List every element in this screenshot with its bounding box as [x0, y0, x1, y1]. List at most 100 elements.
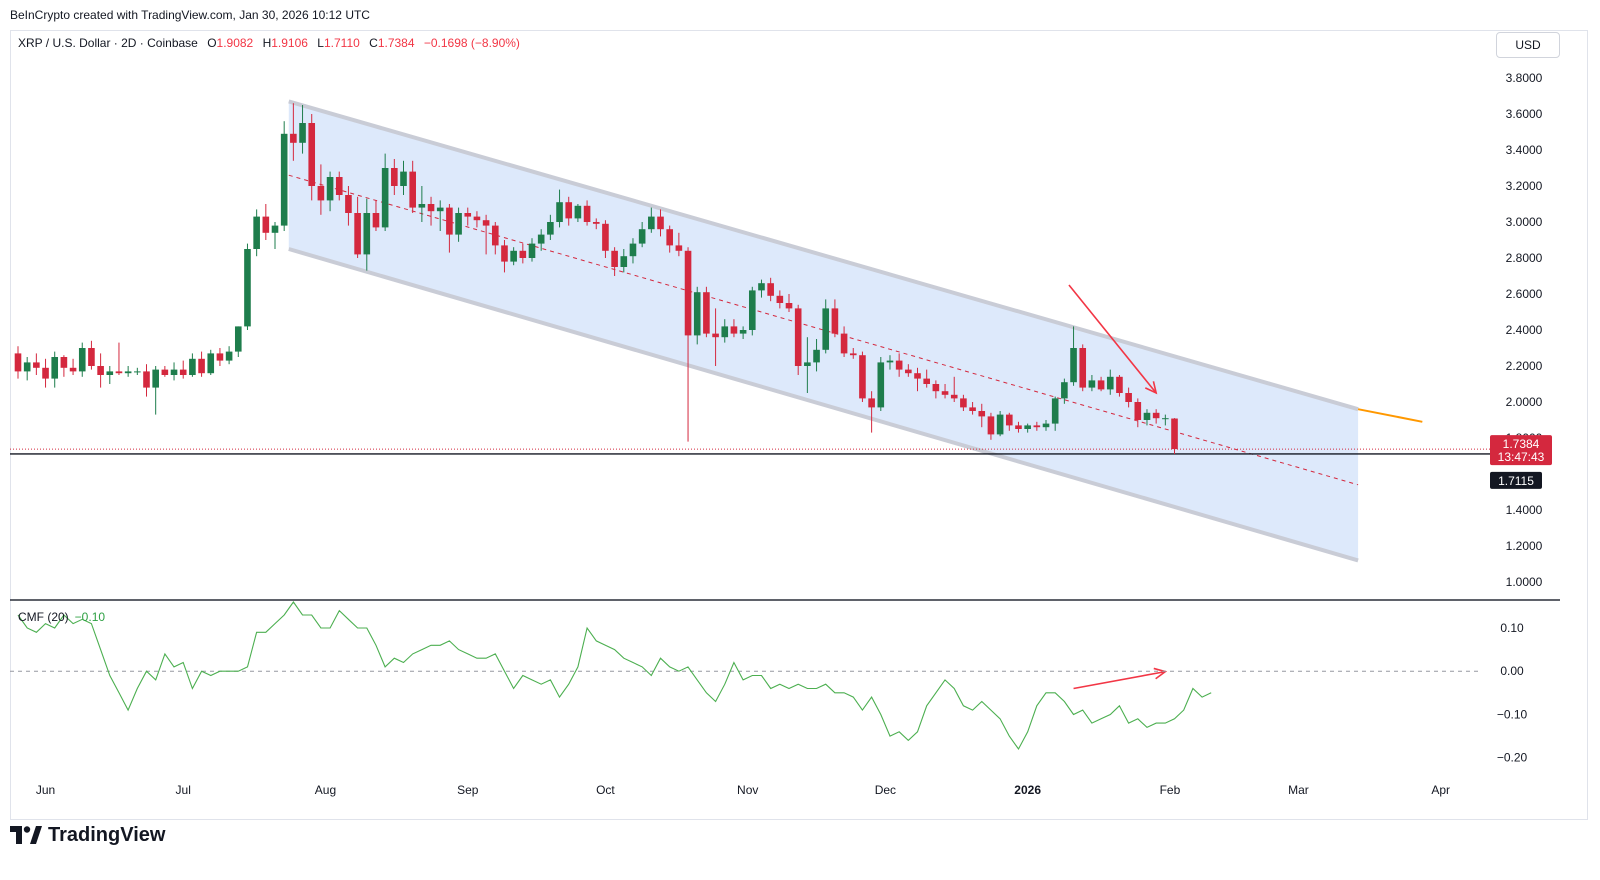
candle-body [97, 366, 104, 375]
candle-body [271, 225, 279, 233]
candle-body [712, 333, 719, 338]
candle-body [88, 348, 95, 366]
candle-body [914, 373, 921, 379]
support-price-label: 1.7115 [1498, 474, 1534, 488]
price-tick-label: 3.6000 [1506, 107, 1543, 121]
candle-body [905, 369, 912, 374]
candle-body [565, 202, 573, 219]
price-tick-label: 3.8000 [1506, 71, 1543, 85]
candle-body [106, 371, 114, 375]
price-tick-label: 2.0000 [1506, 395, 1543, 409]
candle-body [446, 207, 453, 235]
open-value: 1.9082 [216, 36, 254, 50]
candle-body [482, 220, 490, 226]
price-tick-label: 2.8000 [1506, 251, 1543, 265]
candle-body [1162, 418, 1169, 420]
close-value: 1.7384 [377, 36, 415, 50]
time-axis-label: Jun [36, 783, 55, 797]
candle-body [767, 283, 774, 296]
candle-body [776, 295, 784, 303]
candle-body [1042, 423, 1050, 428]
candle-body [1024, 425, 1031, 429]
cmf-tick-label: 0.10 [1500, 621, 1524, 635]
price-tick-label: 2.2000 [1506, 359, 1543, 373]
candle-body [464, 213, 472, 217]
candle-body [234, 326, 242, 352]
cmf-tick-label: −0.10 [1497, 707, 1528, 721]
candle-body [1125, 393, 1132, 402]
support-price-box [1490, 471, 1542, 489]
candle-body [638, 229, 646, 244]
candle-body [225, 351, 233, 361]
candle-body [455, 213, 462, 235]
candle-body [391, 168, 398, 186]
candle-body [290, 133, 297, 143]
candle-body [684, 250, 692, 336]
candle-body [730, 326, 738, 334]
current-price-box [1490, 435, 1552, 466]
symbol-legend: XRP / U.S. Dollar · 2D · Coinbase O1.908… [18, 36, 520, 50]
candle-body [216, 353, 224, 361]
candle-body [611, 250, 618, 267]
candle-body [1005, 414, 1013, 426]
candle-body [941, 391, 949, 395]
attribution-header: BeInCrypto created with TradingView.com,… [10, 8, 370, 22]
chart-frame[interactable] [10, 30, 1588, 820]
candle-body [1171, 418, 1178, 450]
candle-body [262, 216, 270, 233]
candle-body [859, 355, 866, 399]
candle-body [33, 362, 40, 368]
candle-body [675, 245, 683, 251]
candle-body [849, 353, 857, 356]
close-label: C [369, 36, 378, 50]
tradingview-logo[interactable]: TradingView [10, 823, 165, 847]
current-price-label: 1.7384 [1503, 437, 1540, 451]
candle-body [152, 369, 159, 388]
candle-body [1116, 376, 1123, 393]
time-axis-label: Apr [1431, 783, 1450, 797]
candle-body [666, 229, 673, 246]
candle-body [1134, 402, 1142, 420]
price-tick-label: 1.4000 [1506, 503, 1543, 517]
cmf-line [17, 601, 1212, 751]
symbol-name: XRP / U.S. Dollar · 2D · Coinbase [18, 36, 198, 50]
candle-body [657, 216, 664, 230]
candle-body [693, 292, 701, 336]
high-value: 1.9106 [271, 36, 308, 50]
candle-body [51, 357, 59, 379]
candle-body [124, 371, 132, 374]
price-tick-label: 1.0000 [1506, 575, 1543, 589]
candle-body [179, 369, 187, 375]
time-axis-label: Sep [457, 783, 479, 797]
candle-body [1033, 425, 1041, 428]
candle-body [831, 308, 839, 334]
candle-body [794, 308, 802, 366]
candle-body [996, 414, 1004, 435]
price-tick-label: 3.2000 [1506, 179, 1543, 193]
tradingview-logo-text: TradingView [48, 823, 166, 846]
candle-body [840, 333, 848, 354]
candle-body [648, 216, 655, 230]
low-label: L [317, 36, 324, 50]
open-label: O [207, 36, 217, 50]
candle-body [620, 256, 628, 267]
currency-button[interactable]: USD [1496, 32, 1560, 58]
candle-body [785, 303, 793, 309]
candle-body [895, 360, 903, 370]
candle-body [978, 411, 986, 417]
candle-body [1061, 382, 1068, 399]
cmf-value: −0.10 [74, 610, 106, 624]
candle-body [317, 186, 325, 201]
candle-body [519, 250, 527, 258]
candle-body [372, 213, 380, 228]
candle-body [932, 384, 940, 392]
orange-trend-line [1357, 408, 1423, 423]
candle-body [198, 358, 205, 374]
candle-body [1070, 348, 1077, 383]
candle-body [326, 177, 334, 201]
candle-body [804, 362, 811, 366]
tradingview-logo-icon [10, 826, 42, 844]
candle-body [748, 290, 756, 330]
candle-body [409, 171, 416, 208]
